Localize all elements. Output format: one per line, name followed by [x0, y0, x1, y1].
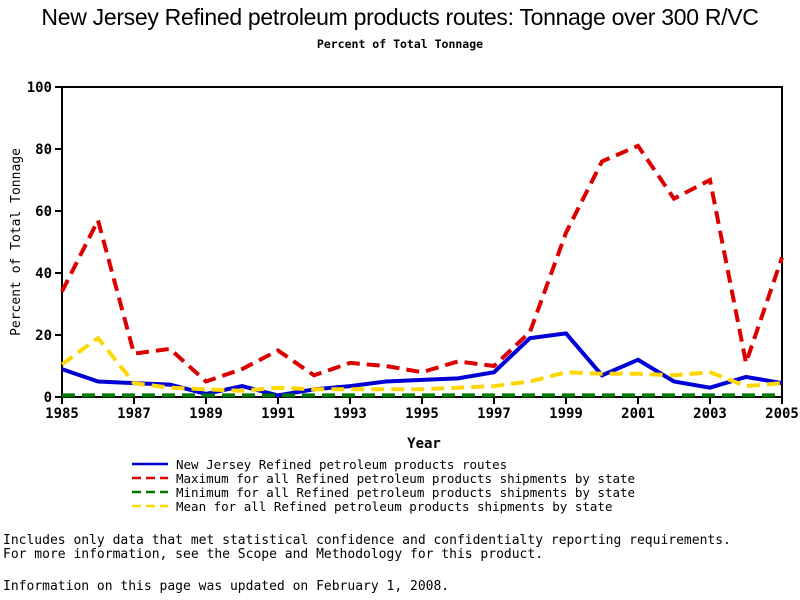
legend-item: Maximum for all Refined petroleum produc…	[132, 470, 636, 486]
x-tick-label: 1991	[261, 406, 295, 422]
update-note: Information on this page was updated on …	[3, 579, 450, 594]
legend-item: Mean for all Refined petroleum products …	[132, 498, 635, 514]
x-tick-label: 1987	[117, 406, 151, 422]
y-tick-label: 80	[35, 142, 52, 158]
series-line-3	[60, 335, 783, 393]
x-tick-label: 1993	[333, 406, 367, 422]
legend-label: New Jersey Refined petroleum products ro…	[176, 456, 508, 472]
legend-label: Minimum for all Refined petroleum produc…	[176, 484, 636, 500]
x-tick-label: 2005	[765, 406, 799, 422]
y-tick-label: 40	[35, 266, 52, 282]
chart-subtitle: Percent of Total Tonnage	[316, 37, 484, 51]
chart-legend: New Jersey Refined petroleum products ro…	[132, 456, 636, 514]
legend-swatch-dashed-line	[132, 490, 168, 494]
x-tick-label: 1985	[45, 406, 79, 422]
footnote-line-1: Includes only data that met statistical …	[3, 533, 731, 548]
x-tick-label: 2003	[693, 406, 727, 422]
x-tick-label: 1989	[189, 406, 223, 422]
x-tick-label: 1995	[405, 406, 439, 422]
y-axis-title: Percent of Total Tonnage	[9, 148, 24, 336]
x-axis-title: Year	[407, 436, 441, 452]
legend-swatch-solid-line	[132, 462, 168, 466]
footnote-line-2: For more information, see the Scope and …	[3, 547, 544, 562]
legend-swatch-dashed-line	[132, 504, 168, 508]
series-line-1	[60, 143, 784, 384]
x-tick-label: 1997	[477, 406, 511, 422]
plot-frame	[61, 86, 783, 398]
legend-item: New Jersey Refined petroleum products ro…	[132, 456, 635, 472]
series-line-0	[61, 331, 783, 398]
line-chart: 0 20 40 60 80 100 1985 1987 1989 1991 1993 1995 1997…	[9, 80, 799, 452]
x-tick-label: 1999	[549, 406, 583, 422]
legend-item: Minimum for all Refined petroleum produc…	[132, 484, 636, 500]
y-tick-label: 60	[35, 204, 52, 220]
x-tick-label: 2001	[621, 406, 655, 422]
legend-label: Mean for all Refined petroleum products …	[176, 498, 613, 514]
y-tick-label: 100	[27, 80, 52, 96]
legend-swatch-dashed-line	[132, 476, 168, 480]
y-tick-label: 20	[35, 328, 52, 344]
chart-title: New Jersey Refined petroleum products ro…	[41, 4, 759, 30]
y-tick-label: 0	[44, 390, 52, 406]
legend-label: Maximum for all Refined petroleum produc…	[176, 470, 636, 486]
